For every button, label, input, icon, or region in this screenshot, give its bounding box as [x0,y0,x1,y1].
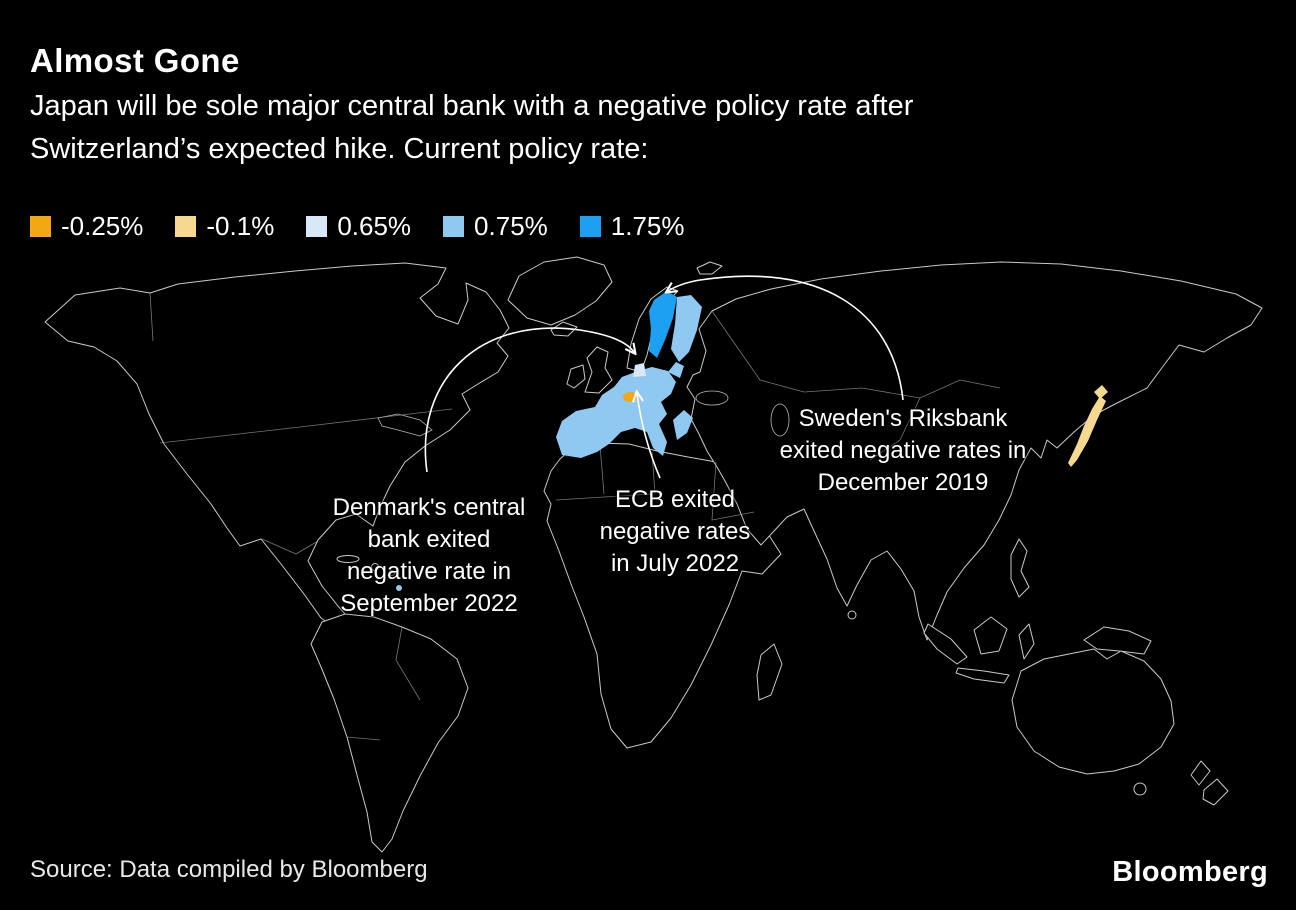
island-philippines [1010,538,1030,598]
island-madagascar [756,643,783,701]
legend-swatch-065 [306,216,328,237]
annotation-ecb-line-3: in July 2022 [610,550,740,577]
island-caribbean [389,570,395,576]
legend-label-175: 1.75% [610,211,685,241]
region-finland [671,295,702,362]
black-sea [695,390,729,406]
landmass-south-america [310,613,469,853]
region-japan-honshu [1068,396,1106,467]
island-new-zealand-north [1190,760,1211,786]
region-french-antilles [396,585,402,591]
island-java [955,667,1010,684]
annotation-sweden-line-3: December 2019 [817,469,989,496]
island-sulawesi [1018,623,1035,660]
region-greece [673,410,693,440]
annotation-ecb-line-1: ECB exited [614,486,736,513]
source-note: Source: Data compiled by Bloomberg [30,856,428,883]
island-svalbard [696,261,723,275]
island-sri-lanka [847,610,857,620]
landmass-africa [543,442,782,749]
legend-swatch-neg-01 [175,216,197,237]
annotation-denmark-line-4: September 2022 [340,590,518,617]
island-tasmania [1133,782,1147,796]
legend-label-065: 0.65% [337,211,412,241]
annotation-sweden-line-2: exited negative rates in [779,437,1027,464]
legend-swatch-075 [443,216,465,237]
legend-label-neg-025: -0.25% [61,211,144,241]
legend-item-065: 0.65% [306,211,411,242]
legend-label-neg-01: -0.1% [206,211,275,241]
annotation-sweden-line-1: Sweden's Riksbank [798,405,1008,432]
border-russia-kazakh [711,310,805,393]
landmass-asia [686,261,1263,641]
region-denmark [633,363,646,377]
subtitle-line-2: Switzerland’s expected hike. Current pol… [30,133,649,165]
region-baltics [668,362,684,378]
island-sumatra [923,623,968,665]
border-south-america-1 [395,626,421,701]
island-new-guinea [1083,626,1152,655]
island-hispaniola [371,563,379,571]
annotation-denmark-line-3: negative rate in [346,558,512,585]
border-us-canada [159,408,453,444]
island-new-zealand-south [1202,778,1229,806]
denmark-annotation-arrow [424,327,634,473]
border-africa-1 [555,493,653,501]
legend-swatch-175 [579,216,601,237]
region-euro-area [556,367,676,458]
annotation-sweden: Sweden's Riksbank exited negative rates … [748,403,1058,499]
legend-label-075: 0.75% [474,211,548,241]
legend-item-neg-025: -0.25% [30,211,143,242]
bloomberg-logo: Bloomberg [1112,856,1268,888]
border-china-india [869,397,921,461]
island-borneo [973,616,1008,655]
island-great-britain [584,346,613,394]
subtitle-line-1: Japan will be sole major central bank wi… [30,90,914,122]
ecb-annotation-arrow [637,394,661,479]
island-ireland [566,364,586,389]
border-alaska-canada [149,292,154,342]
legend-item-075: 0.75% [443,211,548,242]
annotation-denmark: Denmark's central bank exited negative r… [293,492,565,620]
border-south-america-2 [346,736,381,741]
annotation-denmark-line-2: bank exited [367,526,491,553]
annotation-denmark-line-1: Denmark's central [332,494,526,521]
chart-title: Almost Gone [30,42,240,79]
annotation-ecb: ECB exited negative rates in July 2022 [570,484,780,580]
border-africa-2 [599,444,605,495]
legend-swatch-neg-025 [30,216,51,237]
caspian-sea [770,403,790,437]
sweden-annotation-arrow [668,275,904,401]
region-sweden [649,291,677,358]
border-us-mexico [261,538,319,555]
landmass-north-america [44,262,510,632]
region-switzerland [623,392,637,402]
legend-item-175: 1.75% [579,211,685,242]
legend: -0.25% -0.1% 0.65% 0.75% 1.75% [30,211,685,242]
landmass-greenland [507,256,613,326]
annotation-ecb-line-2: negative rates [599,518,751,545]
border-africa-4 [711,461,755,521]
chart-subtitle: Japan will be sole major central bank wi… [30,85,913,171]
island-cuba [336,555,360,563]
landmass-australia [1011,648,1175,775]
region-japan-hokkaido [1094,385,1108,399]
legend-item-neg-01: -0.1% [175,211,274,242]
